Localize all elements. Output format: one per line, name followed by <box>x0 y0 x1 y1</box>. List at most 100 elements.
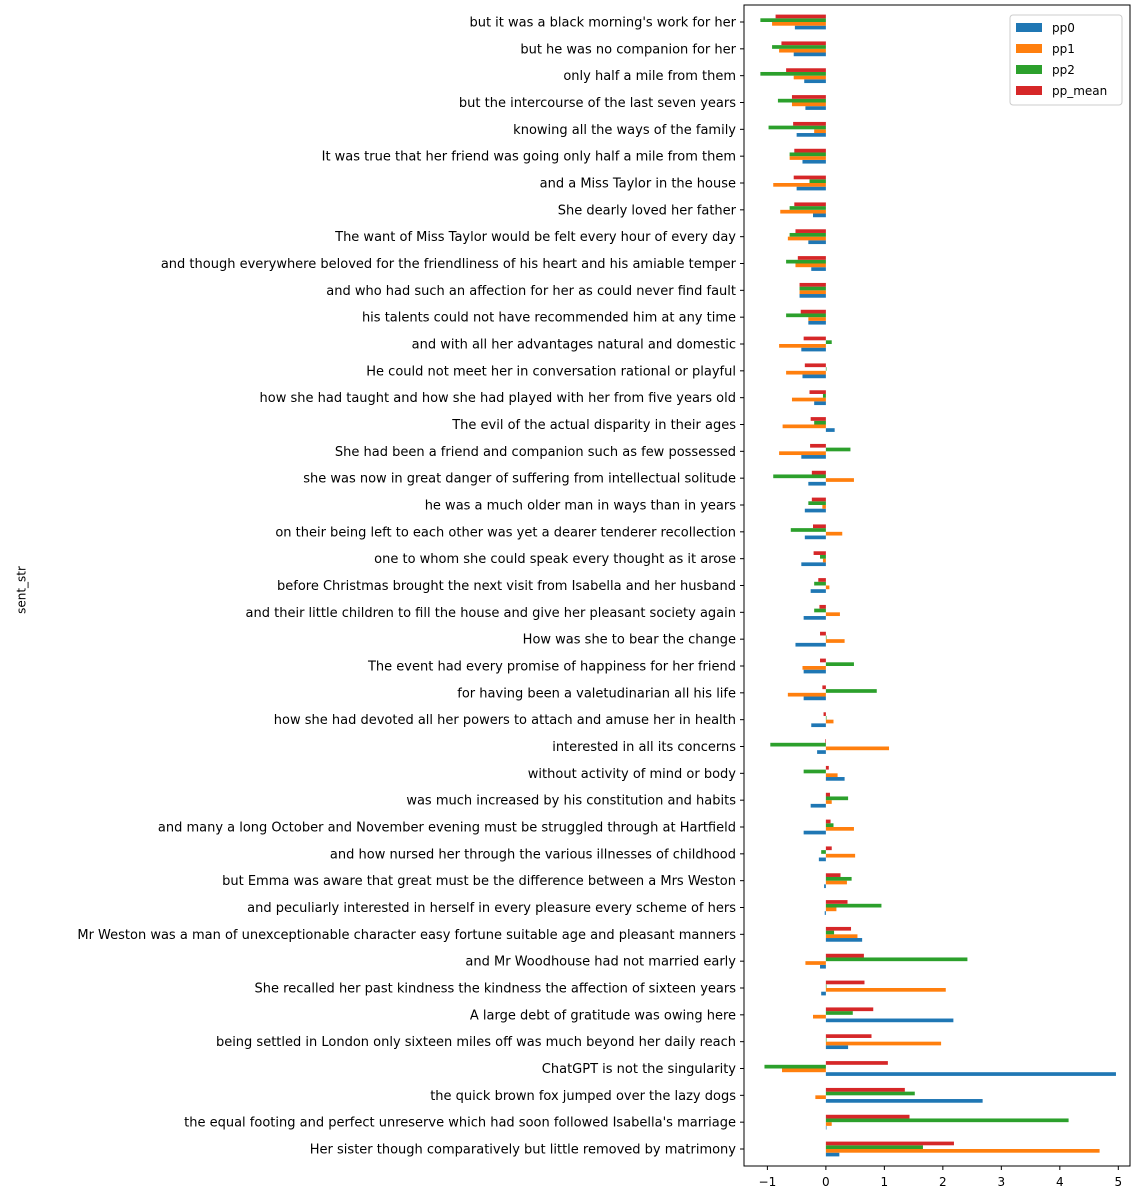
bar-pp_mean-15 <box>810 417 826 421</box>
bar-pp_mean-21 <box>818 578 826 582</box>
category-label-37: A large debt of gratitude was owing here <box>470 1008 736 1023</box>
bar-pp0-6 <box>796 186 826 191</box>
bar-pp1-5 <box>789 156 826 160</box>
bar-pp0-4 <box>796 133 826 137</box>
bar-pp0-36 <box>821 991 826 996</box>
bar-pp0-37 <box>825 1018 954 1023</box>
category-label-29: was much increased by his constitution a… <box>406 794 736 809</box>
legend-label-pp0: pp0 <box>1052 21 1075 35</box>
category-label-39: ChatGPT is not the singularity <box>542 1062 737 1077</box>
category-label-21: before Christmas brought the next visit … <box>277 579 736 594</box>
category-label-4: knowing all the ways of the family <box>513 123 736 138</box>
category-label-32: but Emma was aware that great must be th… <box>222 874 736 889</box>
bar-pp0-17 <box>808 481 826 486</box>
bar-pp2-7 <box>789 206 826 210</box>
bar-pp0-2 <box>804 79 826 84</box>
bar-pp1-29 <box>825 800 832 804</box>
x-tick-label-1: 0 <box>822 1175 830 1189</box>
bar-pp_mean-28 <box>825 765 829 770</box>
bar-pp_mean-42 <box>825 1141 954 1146</box>
y-axis-title: sent_str <box>15 566 29 614</box>
bar-pp0-31 <box>818 857 826 862</box>
category-label-30: and many a long October and November eve… <box>158 821 736 836</box>
legend-label-pp_mean: pp_mean <box>1052 84 1107 98</box>
bar-pp0-3 <box>805 106 826 110</box>
bar-pp_mean-18 <box>811 497 826 502</box>
bar-pp1-25 <box>787 692 826 697</box>
bar-pp1-38 <box>825 1041 942 1046</box>
category-label-18: he was a much older man in ways than in … <box>425 499 737 514</box>
bar-pp_mean-12 <box>803 336 826 341</box>
legend-swatch-pp0 <box>1016 23 1042 32</box>
bar-pp0-32 <box>824 884 826 889</box>
bar-pp2-22 <box>814 608 826 613</box>
bar-pp0-15 <box>825 428 835 432</box>
bar-pp_mean-6 <box>793 175 826 180</box>
bar-pp_mean-17 <box>811 470 826 475</box>
category-label-22: and their little children to fill the ho… <box>246 606 736 621</box>
category-label-10: and who had such an affection for her as… <box>326 284 736 299</box>
bar-pp0-14 <box>814 401 826 406</box>
bar-pp1-30 <box>825 827 854 831</box>
bar-pp1-6 <box>773 183 826 187</box>
bar-pp_mean-11 <box>800 309 826 314</box>
bar-pp0-5 <box>802 159 826 164</box>
bar-pp2-36 <box>825 984 827 988</box>
x-tick-label-6: 5 <box>1114 1175 1122 1189</box>
bar-pp2-21 <box>814 581 826 586</box>
bar-pp2-18 <box>808 501 826 505</box>
bar-pp0-0 <box>794 25 826 30</box>
bar-pp2-31 <box>821 850 826 854</box>
bar-pp_mean-9 <box>797 256 826 260</box>
bar-pp0-24 <box>803 669 826 674</box>
category-label-36: She recalled her past kindness the kindn… <box>255 982 737 997</box>
legend-swatch-pp_mean <box>1016 86 1042 95</box>
bar-pp0-18 <box>804 508 826 513</box>
bar-pp2-8 <box>789 232 826 237</box>
bar-pp0-28 <box>825 777 845 781</box>
bar-pp_mean-40 <box>825 1087 905 1092</box>
bar-pp1-28 <box>825 773 838 778</box>
bar-pp1-14 <box>791 397 826 402</box>
bar-pp0-9 <box>811 267 826 271</box>
bar-pp1-7 <box>780 209 826 214</box>
bar-pp_mean-36 <box>825 980 865 985</box>
bar-pp1-32 <box>825 880 847 885</box>
bar-pp2-33 <box>825 903 882 908</box>
bar-pp2-28 <box>803 769 826 774</box>
bar-pp2-4 <box>768 125 826 130</box>
bar-pp0-27 <box>817 750 826 754</box>
category-labels: but it was a black morning's work for he… <box>77 16 744 1158</box>
bar-pp_mean-19 <box>813 524 826 529</box>
category-label-34: Mr Weston was a man of unexceptionable c… <box>77 928 736 943</box>
category-label-15: The evil of the actual disparity in thei… <box>451 418 736 433</box>
category-label-25: for having been a valetudinarian all his… <box>457 686 736 701</box>
bar-pp_mean-34 <box>825 926 852 931</box>
bar-pp2-39 <box>764 1064 826 1069</box>
category-label-24: The event had every promise of happiness… <box>367 660 736 675</box>
bar-pp2-10 <box>799 286 826 291</box>
bar-pp0-13 <box>802 374 826 379</box>
bar-pp1-11 <box>808 317 826 321</box>
bar-pp_mean-20 <box>813 551 826 555</box>
category-label-33: and peculiarly interested in herself in … <box>247 901 736 916</box>
bar-pp1-9 <box>795 263 826 268</box>
bar-pp_mean-27 <box>825 739 826 743</box>
category-label-26: how she had devoted all her powers to at… <box>274 713 736 728</box>
bar-pp2-12 <box>825 340 832 344</box>
bar-pp_mean-8 <box>795 229 826 233</box>
plot-frame <box>743 4 1131 1167</box>
bar-pp0-42 <box>825 1152 840 1157</box>
bar-pp_mean-26 <box>823 712 826 716</box>
x-tick-label-5: 4 <box>1056 1175 1064 1189</box>
bar-pp1-16 <box>779 451 826 456</box>
category-label-0: but it was a black morning's work for he… <box>469 16 736 31</box>
bar-pp1-24 <box>802 666 826 670</box>
category-label-41: the equal footing and perfect unreserve … <box>184 1116 736 1131</box>
bar-pp_mean-16 <box>810 443 826 448</box>
bar-pp_mean-22 <box>819 604 826 609</box>
bar-pp0-1 <box>793 52 826 57</box>
x-tick-label-3: 2 <box>939 1175 947 1189</box>
legend-swatch-pp2 <box>1016 65 1042 74</box>
